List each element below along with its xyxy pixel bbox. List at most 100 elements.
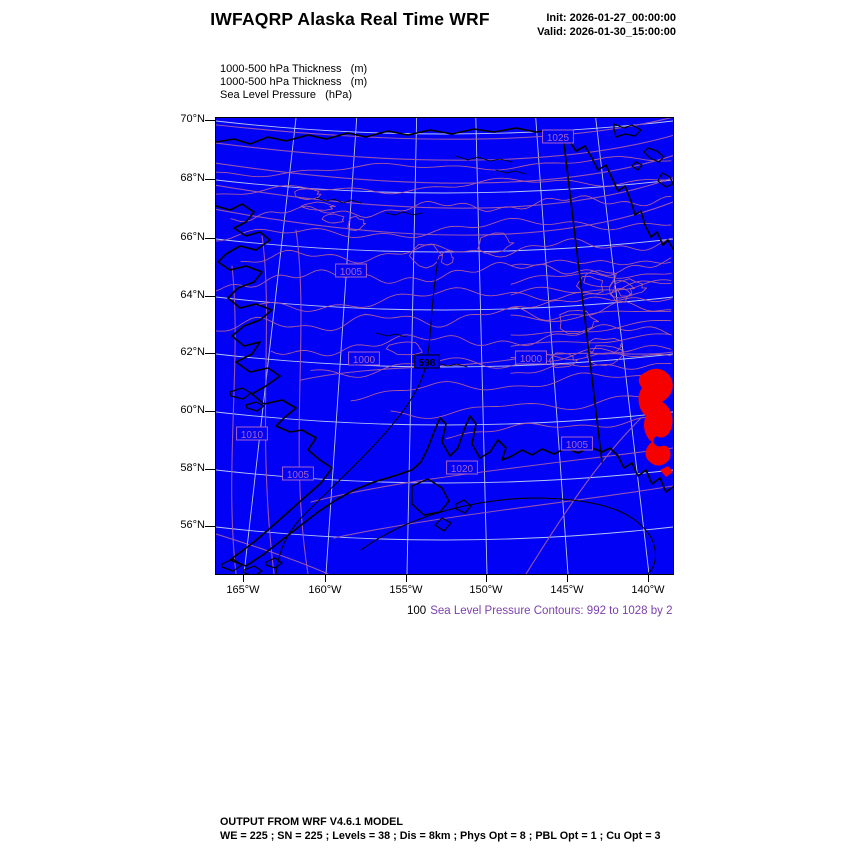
- lat-label-70n: 70°N: [180, 113, 205, 125]
- contour-label-box: [561, 436, 593, 451]
- lon-label-140w: 140°W: [631, 584, 665, 596]
- contour-line: [230, 195, 672, 223]
- contour-line: [455, 499, 472, 514]
- contour-line: [315, 197, 362, 204]
- contour-line: [221, 558, 243, 572]
- forecast-map: 1025 1005 1000 598 1000 1010 1005 1020 1005: [215, 117, 674, 575]
- contour-line: [216, 177, 673, 209]
- contour-line: [243, 565, 263, 574]
- contour-line: [435, 362, 468, 368]
- contour-line: [510, 272, 672, 285]
- contour-line: [495, 169, 527, 175]
- contour-line: [375, 332, 407, 338]
- contour-line: [477, 232, 515, 254]
- graticule-meridian: [406, 118, 418, 574]
- contour-label-box: [282, 466, 314, 481]
- caption-prefix: 100: [407, 605, 427, 617]
- contour-label-box: [515, 350, 547, 365]
- contour-line: [510, 310, 672, 322]
- contour-line: [525, 417, 642, 574]
- contour-label-box: [236, 426, 268, 441]
- graticule-meridian: [325, 118, 358, 574]
- contour-label-box: [348, 351, 380, 366]
- lon-label-145w: 145°W: [550, 584, 584, 596]
- contour-line: [255, 280, 672, 312]
- contour-line: [643, 147, 665, 163]
- model-footer: OUTPUT FROM WRF V4.6.1 MODEL WE = 225 ; …: [220, 816, 661, 843]
- graticule-meridian: [475, 118, 488, 574]
- legend-line-thickness-2: 1000-500 hPa Thickness (m): [220, 76, 368, 88]
- graticule-parallel: [216, 120, 673, 135]
- lat-tick: [205, 296, 215, 297]
- contour-line: [613, 278, 648, 297]
- contour-line: [350, 372, 672, 402]
- terrain-red-fill: [638, 368, 673, 466]
- lat-label-58n: 58°N: [180, 462, 205, 474]
- contour-line: [631, 161, 643, 171]
- contour-line: [333, 485, 673, 539]
- graticule-parallel: [216, 411, 673, 426]
- terrain-red-fill: [660, 466, 673, 477]
- contour-line: [216, 177, 672, 195]
- lon-tick: [243, 574, 244, 582]
- contour-line: [240, 237, 672, 264]
- graticule-parallel: [216, 353, 673, 368]
- contour-label: 598: [419, 358, 436, 369]
- contour-line: [216, 217, 672, 242]
- lon-tick: [486, 574, 487, 582]
- contour-label-box: [414, 354, 440, 369]
- contour-line: [455, 155, 513, 163]
- contour-line: [216, 300, 672, 332]
- contour-line: [408, 244, 443, 269]
- lat-tick: [205, 238, 215, 239]
- contour-line: [270, 324, 672, 357]
- contour-line: [385, 211, 423, 216]
- contour-line: [216, 533, 329, 574]
- contour-label: 1005: [287, 470, 310, 481]
- valid-time: Valid: 2026-01-30_15:00:00: [537, 26, 676, 38]
- contour-line: [294, 188, 322, 200]
- contour-line: [434, 517, 452, 532]
- lon-tick: [567, 574, 568, 582]
- contour-line: [216, 156, 672, 178]
- contour-line: [300, 201, 336, 211]
- footer-config-line: WE = 225 ; SN = 225 ; Levels = 38 ; Dis …: [220, 829, 661, 842]
- contour-line: [229, 387, 252, 400]
- contour-line: [445, 416, 672, 440]
- graticule-meridian: [535, 118, 569, 574]
- contour-label-box: [335, 263, 367, 278]
- contour-line: [576, 275, 604, 296]
- lon-tick: [648, 574, 649, 582]
- lat-label-60n: 60°N: [180, 404, 205, 416]
- graticule-meridian: [243, 118, 297, 574]
- contour-line: [347, 215, 366, 231]
- lon-label-150w: 150°W: [469, 584, 503, 596]
- lat-label-56n: 56°N: [180, 519, 205, 531]
- contour-line: [510, 259, 672, 267]
- contour-line: [510, 333, 672, 347]
- contour-line: [510, 319, 672, 336]
- contour-line: [390, 395, 662, 419]
- border-line: [562, 134, 603, 463]
- contour-line: [411, 478, 450, 516]
- contour-label-box: [542, 129, 574, 144]
- contour-label: 1020: [451, 464, 474, 475]
- contour-line: [245, 401, 265, 412]
- contour-line: [265, 557, 283, 569]
- contour-line: [216, 201, 673, 236]
- contour-line: [216, 118, 673, 140]
- contour-line: [321, 213, 345, 224]
- field-legend: 1000-500 hPa Thickness (m) 1000-500 hPa …: [220, 63, 367, 102]
- lat-label-68n: 68°N: [180, 172, 205, 184]
- contour-line: [510, 296, 672, 308]
- contour-line: [310, 347, 672, 378]
- init-time: Init: 2026-01-27_00:00:00: [546, 12, 676, 24]
- graticule-parallel: [216, 526, 673, 541]
- footer-model-line: OUTPUT FROM WRF V4.6.1 MODEL: [220, 816, 403, 828]
- contour-line: [613, 123, 642, 138]
- lat-label-64n: 64°N: [180, 289, 205, 301]
- lat-tick: [205, 179, 215, 180]
- contour-line: [216, 134, 673, 161]
- lat-label-66n: 66°N: [180, 231, 205, 243]
